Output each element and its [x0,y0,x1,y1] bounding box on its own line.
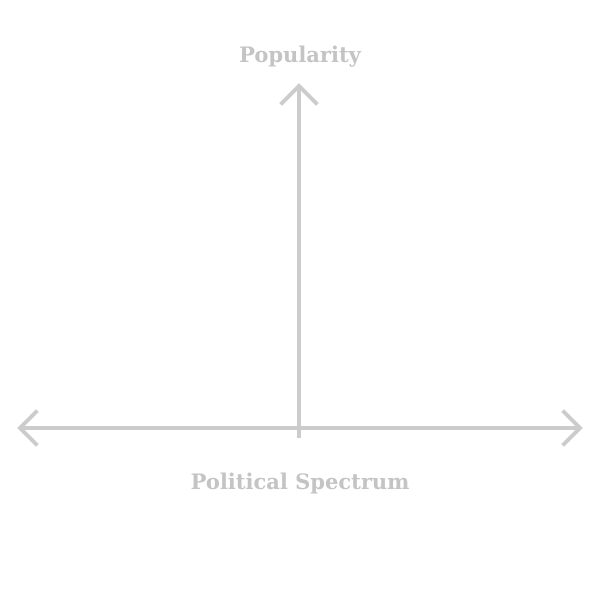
horizontal-axis-right-arrowhead [561,409,583,447]
x-axis-label: Political Spectrum [190,469,410,494]
vertical-axis-arrowhead [279,83,319,106]
y-axis-label: Popularity [239,42,361,67]
horizontal-axis-left-arrowhead [17,409,39,447]
